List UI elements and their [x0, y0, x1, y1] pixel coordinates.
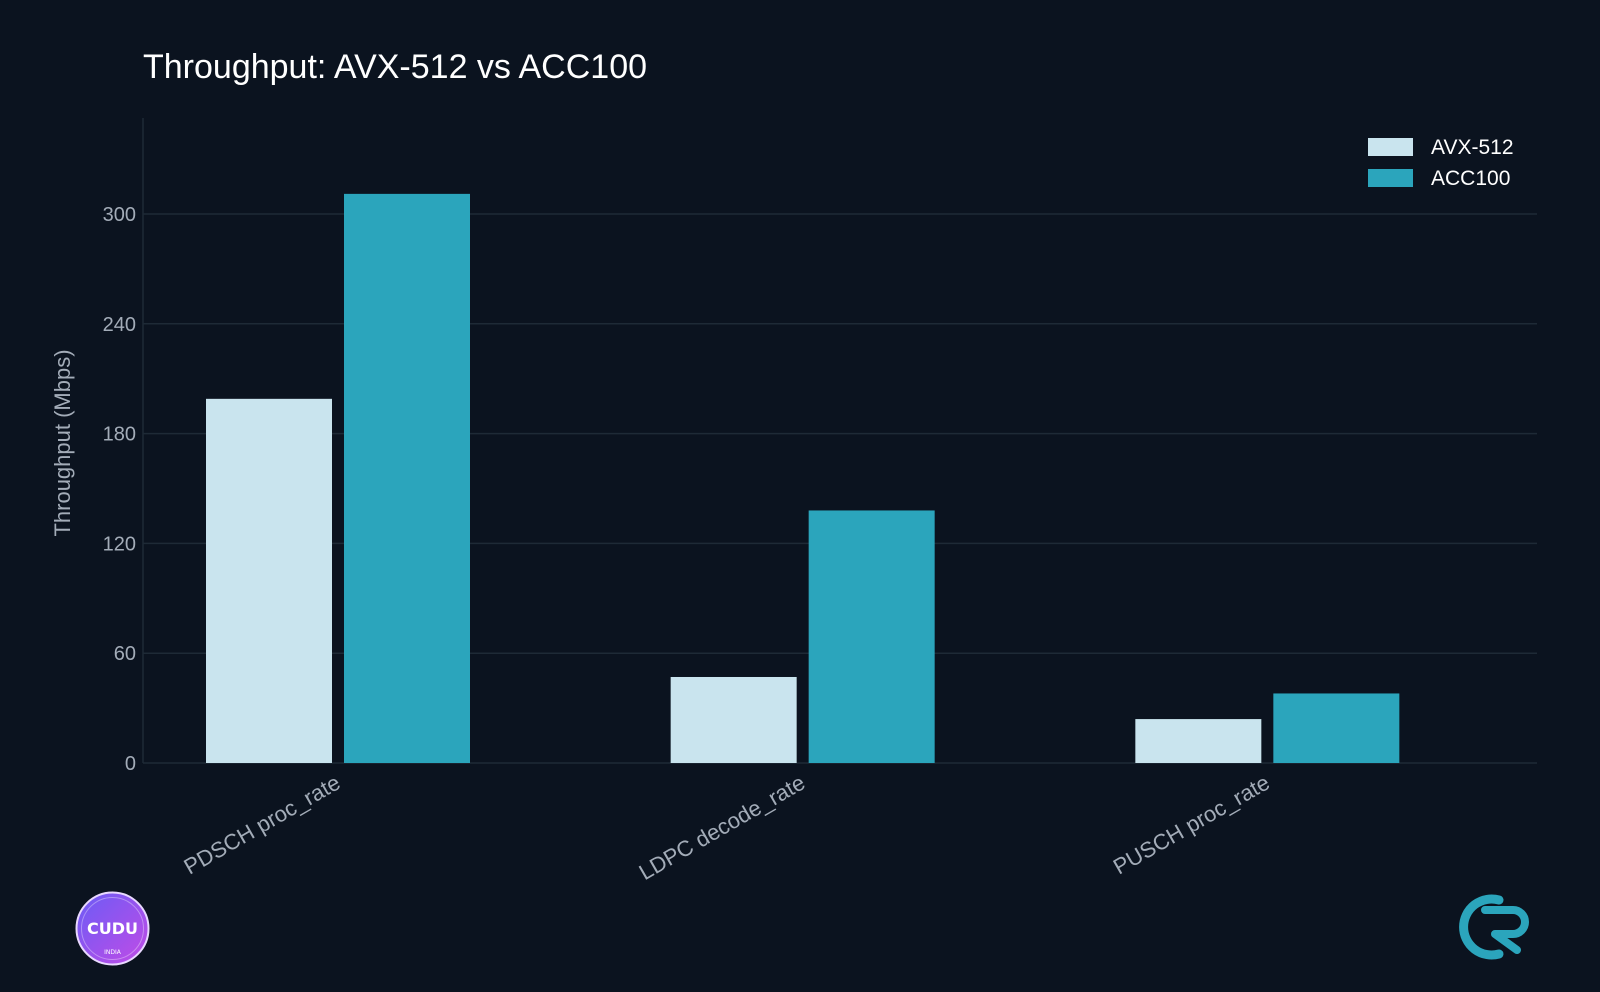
x-tick-label: PUSCH proc_rate	[1109, 770, 1274, 880]
chart-title: Throughput: AVX-512 vs ACC100	[143, 48, 648, 86]
y-tick-label: 180	[103, 424, 136, 446]
cr-logo	[1455, 892, 1537, 962]
legend-label: ACC100	[1431, 167, 1510, 190]
logo-left-text: CUDU	[87, 919, 138, 938]
legend: AVX-512 ACC100	[1368, 136, 1514, 190]
x-tick-label: PDSCH proc_rate	[180, 770, 345, 880]
cudu-india-badge-logo-icon: CUDU INDIA	[75, 891, 150, 966]
y-axis-title: Throughput (Mbps)	[50, 349, 75, 536]
bars	[206, 193, 1400, 763]
bar-avx-512	[670, 676, 797, 763]
cudu-india-logo: CUDU INDIA	[75, 891, 150, 966]
y-tick-label: 60	[114, 643, 136, 665]
y-tick-label: 0	[125, 753, 136, 775]
legend-label: AVX-512	[1431, 136, 1514, 159]
logo-left-subtext: INDIA	[104, 949, 122, 956]
y-tick-label: 240	[103, 314, 136, 336]
bar-acc100	[1273, 693, 1400, 763]
x-tick-label: LDPC decode_rate	[635, 770, 810, 885]
bar-avx-512	[206, 398, 332, 763]
y-tick-label: 300	[103, 204, 136, 226]
bar-acc100	[344, 193, 470, 763]
cr-logo-icon	[1459, 894, 1529, 960]
legend-swatch	[1368, 138, 1413, 156]
y-tick-label: 120	[103, 533, 136, 555]
legend-swatch	[1368, 169, 1413, 187]
bar-acc100	[808, 510, 935, 763]
bar-avx-512	[1135, 719, 1262, 763]
